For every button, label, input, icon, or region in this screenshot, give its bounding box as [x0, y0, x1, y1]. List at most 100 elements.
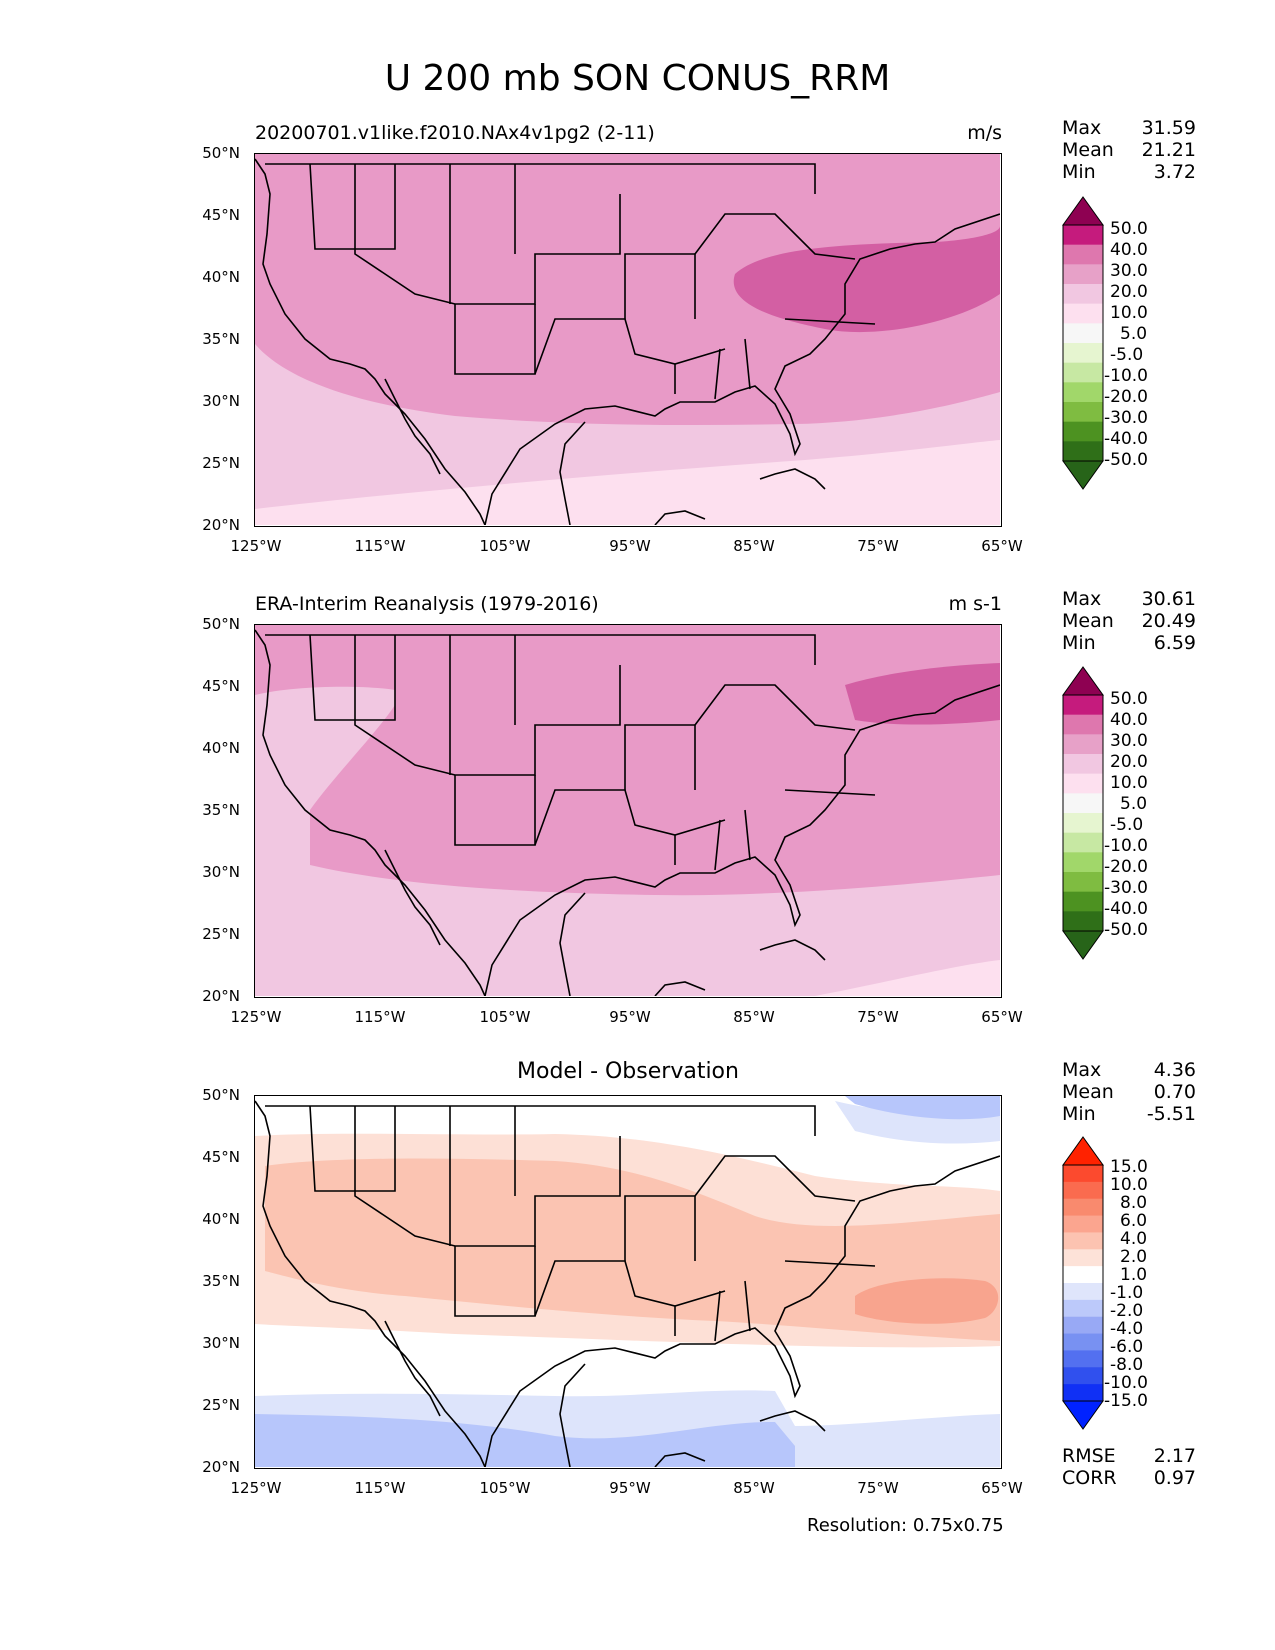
- p1-stat-min: Min 3.72: [1062, 161, 1196, 183]
- colorbar-swatch: [1063, 225, 1103, 246]
- p3-band-neg2: [255, 1414, 795, 1467]
- p1-cb-label: 20.0: [1110, 282, 1148, 302]
- p3-stat-rmse: RMSE 2.17: [1062, 1445, 1196, 1467]
- colorbar-swatch: [1063, 1283, 1103, 1301]
- p2-lon-115: 115°W: [354, 1008, 406, 1026]
- p2-lon-85: 85°W: [733, 1008, 775, 1026]
- colorbar-swatch: [1063, 244, 1103, 265]
- colorbar-frame: [1062, 224, 1104, 462]
- p3-colorbar: [1060, 1135, 1106, 1431]
- colorbar-swatch: [1063, 773, 1103, 794]
- p3-lon-105: 105°W: [479, 1479, 531, 1497]
- colorbar-swatch: [1063, 754, 1103, 775]
- p2-cb-label: 20.0: [1110, 752, 1148, 772]
- p2-lat-45: 45°N: [202, 677, 240, 695]
- p1-cb-label: 5.0: [1120, 324, 1148, 344]
- colorbar-swatch: [1063, 911, 1103, 932]
- p2-lon-105: 105°W: [479, 1008, 531, 1026]
- panel3-map: [254, 1095, 1002, 1469]
- p3-cb-label: 6.0: [1120, 1211, 1148, 1231]
- panel1-title: 20200701.v1like.f2010.NAx4v1pg2 (2-11): [255, 122, 655, 144]
- colorbar-swatch: [1063, 402, 1103, 423]
- p2-cb-label: 40.0: [1110, 710, 1148, 730]
- colorbar-swatch: [1063, 441, 1103, 462]
- p3-cb-label: -1.0: [1110, 1283, 1144, 1303]
- p3-band-2: [265, 1158, 1000, 1341]
- p2-cb-label: 5.0: [1120, 794, 1148, 814]
- colorbar-swatch: [1063, 382, 1103, 403]
- p3-band-4: [855, 1278, 999, 1324]
- colorbar-swatch: [1063, 284, 1103, 305]
- resolution-note: Resolution: 0.75x0.75: [807, 1515, 1004, 1536]
- p3-stat-corr: CORR 0.97: [1062, 1467, 1196, 1489]
- p1-lat-40: 40°N: [202, 268, 240, 286]
- p2-cb-label: -5.0: [1110, 815, 1144, 835]
- colorbar-swatch: [1063, 1316, 1103, 1335]
- colorbar-frame: [1062, 1164, 1104, 1402]
- p3-cb-label: -4.0: [1110, 1319, 1144, 1339]
- p3-cb-label: 1.0: [1120, 1265, 1148, 1285]
- p1-band-20: [255, 154, 1000, 426]
- colorbar-swatch: [1063, 695, 1103, 716]
- p2-stat-max: Max 30.61: [1062, 588, 1196, 610]
- p2-cb-label: -20.0: [1104, 857, 1148, 877]
- p1-cb-label: -30.0: [1104, 408, 1148, 428]
- p1-cb-label: -40.0: [1104, 429, 1148, 449]
- p1-lon-75: 75°W: [857, 537, 899, 555]
- p1-band-30: [733, 226, 1000, 333]
- colorbar-swatch: [1063, 1232, 1103, 1250]
- p3-lon-65: 65°W: [981, 1479, 1023, 1497]
- colorbar-swatch: [1063, 343, 1103, 364]
- p1-lat-45: 45°N: [202, 206, 240, 224]
- p1-coastline: [255, 158, 1000, 525]
- p1-lon-95: 95°W: [609, 537, 651, 555]
- p3-lat-50: 50°N: [202, 1086, 240, 1104]
- p3-cb-label: -8.0: [1110, 1355, 1144, 1375]
- colorbar-top-extension: [1062, 666, 1104, 696]
- p3-lon-95: 95°W: [609, 1479, 651, 1497]
- p1-cb-label: 30.0: [1110, 261, 1148, 281]
- p2-cb-label: 30.0: [1110, 731, 1148, 751]
- panel3-title: Model - Observation: [517, 1059, 739, 1084]
- p2-lon-75: 75°W: [857, 1008, 899, 1026]
- colorbar-swatch: [1063, 264, 1103, 285]
- colorbar-swatch: [1063, 1384, 1103, 1402]
- p3-cb-label: 10.0: [1110, 1175, 1148, 1195]
- p1-cb-label: -5.0: [1110, 345, 1144, 365]
- panel2-map: [254, 624, 1002, 998]
- colorbar-swatch: [1063, 813, 1103, 834]
- p1-stat-mean: Mean 21.21: [1062, 139, 1196, 161]
- p2-lat-40: 40°N: [202, 739, 240, 757]
- panel1-map: [254, 153, 1002, 527]
- p3-cb-label: 2.0: [1120, 1247, 1148, 1267]
- p2-cb-label: -50.0: [1104, 920, 1148, 940]
- colorbar-swatch: [1063, 1249, 1103, 1267]
- p3-cb-label: 8.0: [1120, 1193, 1148, 1213]
- p1-cb-label: -20.0: [1104, 387, 1148, 407]
- p2-lat-50: 50°N: [202, 615, 240, 633]
- p1-lon-125: 125°W: [230, 537, 282, 555]
- p3-lat-35: 35°N: [202, 1272, 240, 1290]
- p1-lon-85: 85°W: [733, 537, 775, 555]
- p2-cb-label: 10.0: [1110, 773, 1148, 793]
- colorbar-swatch: [1063, 1266, 1103, 1284]
- colorbar-bottom-extension: [1062, 460, 1104, 490]
- colorbar-swatch: [1063, 1350, 1103, 1368]
- p1-cb-label: -50.0: [1104, 450, 1148, 470]
- colorbar-swatch: [1063, 1299, 1103, 1318]
- p2-band-20: [255, 625, 1000, 896]
- colorbar-swatch: [1063, 1333, 1103, 1351]
- p1-cb-label: 10.0: [1110, 303, 1148, 323]
- colorbar-swatch: [1063, 303, 1103, 324]
- colorbar-frame: [1062, 694, 1104, 932]
- p1-lat-20: 20°N: [202, 516, 240, 534]
- colorbar-swatch: [1063, 323, 1103, 344]
- p3-coastline: [255, 1100, 1000, 1467]
- p3-cb-label: 4.0: [1120, 1229, 1148, 1249]
- panel1-units: m/s: [967, 122, 1002, 144]
- colorbar-swatch: [1063, 734, 1103, 755]
- p2-stat-mean: Mean 20.49: [1062, 610, 1196, 632]
- p2-cb-label: -10.0: [1104, 836, 1148, 856]
- colorbar-swatch: [1063, 362, 1103, 383]
- p3-cb-label: -10.0: [1104, 1373, 1148, 1393]
